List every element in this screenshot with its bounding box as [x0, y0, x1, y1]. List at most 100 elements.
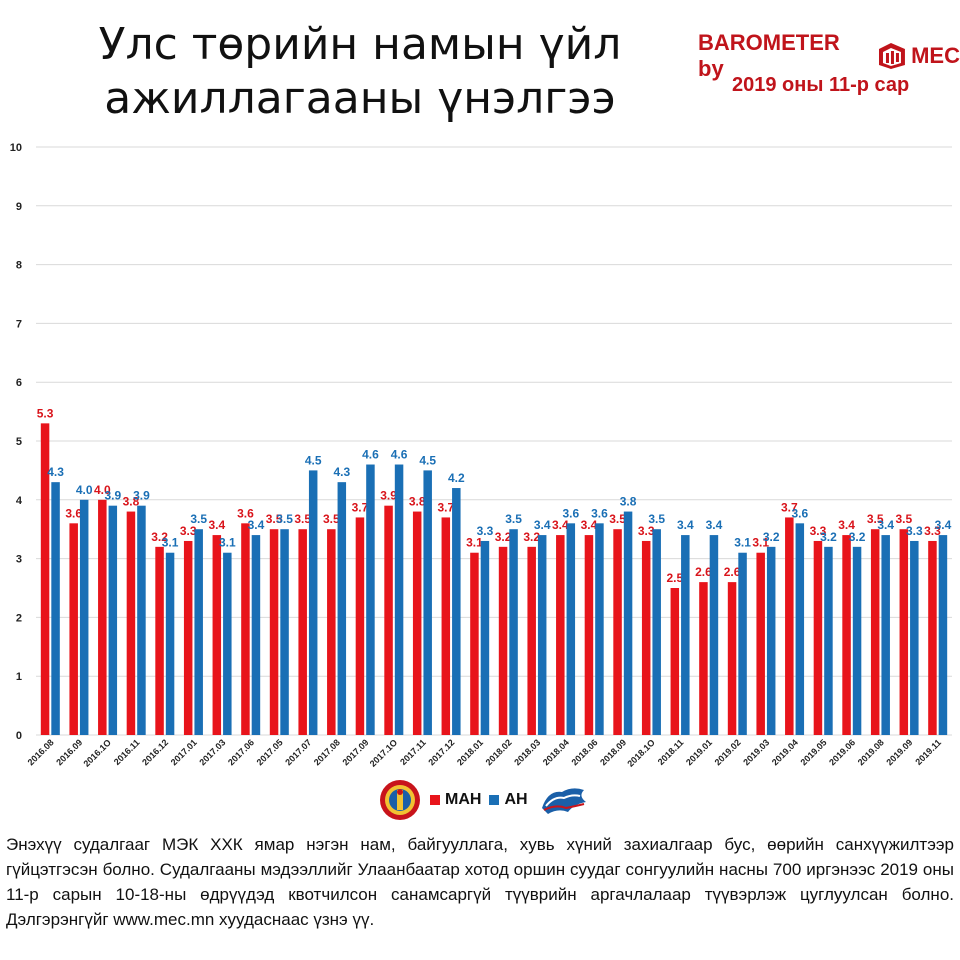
bar-an	[251, 535, 261, 735]
y-tick-label: 7	[16, 318, 22, 330]
bar-man	[355, 517, 365, 735]
bar-an	[108, 505, 118, 735]
bar-an	[394, 464, 404, 735]
x-tick-label: 2019.06	[827, 737, 857, 767]
data-label-man: 3.8	[409, 495, 426, 509]
data-label-man: 3.3	[810, 524, 827, 538]
bar-an	[280, 529, 289, 735]
data-label-an: 3.5	[276, 512, 293, 526]
bar-man	[785, 517, 794, 735]
data-label-an: 3.2	[820, 530, 837, 544]
x-tick-label: 2017.06	[226, 737, 256, 767]
bar-man	[241, 523, 250, 735]
data-label-an: 3.1	[734, 536, 751, 550]
data-label-man: 3.9	[380, 489, 397, 503]
bar-an	[881, 535, 890, 735]
bar-an	[509, 529, 518, 735]
data-label-man: 3.3	[638, 524, 655, 538]
dp-horse-logo-icon	[541, 788, 586, 814]
x-tick-label: 2018.1O	[625, 737, 656, 768]
bar-an	[537, 535, 547, 735]
bar-an	[194, 529, 203, 735]
bar-man	[40, 423, 50, 735]
bar-man	[384, 505, 393, 735]
bar-an	[223, 552, 232, 735]
x-tick-label: 2018.01	[455, 737, 485, 767]
data-label-an: 4.6	[391, 448, 408, 462]
bar-an	[910, 540, 919, 735]
data-label-an: 3.4	[248, 518, 265, 532]
x-tick-label: 2017.08	[312, 737, 342, 767]
bar-man	[69, 523, 78, 735]
data-label-man: 2.6	[695, 565, 712, 579]
bar-man	[441, 517, 451, 735]
x-tick-label: 2019.03	[741, 737, 771, 767]
y-tick-label: 10	[10, 142, 22, 154]
y-tick-label: 4	[16, 495, 23, 507]
data-label-an: 3.1	[162, 536, 179, 550]
bar-man	[527, 546, 536, 735]
data-label-man: 3.2	[151, 530, 168, 544]
x-tick-label: 2017.05	[255, 737, 285, 767]
title-line-1: Улс төрийн намын үйл	[98, 19, 622, 70]
data-label-man: 3.1	[752, 536, 769, 550]
data-label-an: 3.9	[104, 489, 121, 503]
x-tick-label: 2017.09	[341, 737, 371, 767]
bar-man	[298, 529, 307, 735]
bar-man	[670, 588, 680, 735]
legend-label-man: МАН	[445, 791, 482, 808]
bar-an	[137, 505, 146, 735]
bar-an	[795, 523, 805, 735]
bar-an	[681, 535, 690, 735]
y-tick-label: 8	[16, 260, 22, 272]
title-line-2: ажиллагааны үнэлгээ	[104, 73, 616, 124]
bar-man	[498, 546, 508, 735]
bar-man	[269, 529, 279, 735]
x-tick-label: 2019.05	[799, 737, 829, 767]
data-label-man: 3.4	[838, 518, 855, 532]
bar-an	[366, 464, 375, 735]
data-label-man: 3.7	[437, 500, 454, 514]
data-label-man: 3.1	[466, 536, 483, 550]
data-label-an: 3.5	[190, 512, 207, 526]
x-tick-label: 2016.12	[140, 737, 170, 767]
bar-an	[308, 470, 318, 735]
x-tick-label: 2019.01	[684, 737, 714, 767]
legend-swatch-an	[489, 795, 500, 805]
brand-right-text: MEC	[911, 43, 960, 68]
bar-an	[452, 488, 461, 735]
data-label-man: 3.4	[581, 518, 598, 532]
data-label-man: 3.4	[552, 518, 569, 532]
data-label-an: 4.6	[362, 448, 379, 462]
bar-man	[556, 535, 565, 735]
x-tick-label: 2017.12	[426, 737, 456, 767]
bar-an	[337, 482, 347, 735]
data-label-man: 3.3	[924, 524, 941, 538]
bar-man	[699, 582, 708, 735]
bar-man	[928, 540, 937, 735]
data-label-man: 3.5	[609, 512, 626, 526]
legend-swatch-man	[430, 795, 440, 805]
data-label-an: 3.4	[534, 518, 551, 532]
data-label-an: 4.0	[76, 483, 93, 497]
bar-an	[595, 523, 604, 735]
data-label-man: 3.2	[523, 530, 540, 544]
chart-title: Улс төрийн намын үйл ажиллагааны үнэлгээ	[80, 18, 640, 126]
bar-man	[98, 499, 107, 735]
bar-man	[327, 529, 336, 735]
x-tick-label: 2018.02	[484, 737, 514, 767]
data-label-man: 3.8	[123, 495, 140, 509]
data-label-an: 3.4	[706, 518, 723, 532]
bar-man	[727, 582, 737, 735]
data-label-an: 3.6	[591, 506, 608, 520]
data-label-an: 4.2	[448, 471, 465, 485]
data-label-an: 4.3	[333, 465, 350, 479]
bar-man	[212, 535, 222, 735]
data-label-an: 3.9	[133, 489, 150, 503]
y-tick-label: 0	[16, 730, 22, 742]
data-label-man: 3.5	[266, 512, 283, 526]
data-label-man: 3.7	[352, 500, 369, 514]
data-label-an: 4.3	[47, 465, 64, 479]
x-tick-label: 2018.04	[541, 737, 571, 767]
